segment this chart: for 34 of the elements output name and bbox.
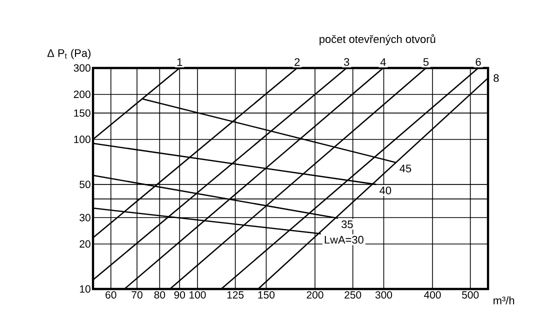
series-label: 40 (380, 186, 392, 194)
x-tick-label: 70 (132, 291, 142, 299)
x-tick-label: 80 (154, 291, 166, 299)
x-tick-label: 100 (190, 291, 206, 299)
series-label: 45 (400, 164, 412, 172)
x-tick-label: 150 (258, 291, 275, 299)
y-tick-label: 10 (80, 285, 90, 293)
series-label: 2 (294, 58, 300, 66)
series-label: 4 (380, 58, 386, 66)
x-tick-label: 250 (344, 291, 362, 299)
y-tick-label: 30 (80, 214, 90, 222)
chart-title: počet otevřených otvorů (320, 34, 436, 46)
series-label: LwA=30 (324, 236, 364, 244)
x-tick-label: 300 (375, 291, 392, 299)
y-tick-label: 200 (74, 90, 90, 98)
series-label: 35 (342, 220, 353, 228)
series-label: 6 (476, 58, 481, 66)
y-tick-label: 50 (80, 180, 90, 188)
y-axis-title: Δ P$_{t}$ (Pa) (47, 48, 90, 60)
y-tick-label: 150 (74, 109, 90, 117)
y-tick-label: 300 (74, 64, 90, 72)
y-tick-label: 100 (74, 136, 90, 144)
y-tick-label: 20 (80, 240, 90, 248)
x-tick-label: 500 (462, 291, 479, 299)
series-label: 5 (423, 58, 429, 66)
x-tick-label: 200 (306, 291, 324, 299)
series-label: 1 (177, 58, 182, 66)
x-tick-label: 125 (227, 291, 244, 299)
series-label: 8 (494, 74, 499, 82)
x-tick-label: 90 (174, 291, 186, 299)
series-label: 3 (344, 58, 350, 66)
x-tick-label: 400 (424, 291, 441, 299)
x-axis-title: m³/h (494, 296, 514, 304)
x-tick-label: 60 (106, 291, 116, 299)
